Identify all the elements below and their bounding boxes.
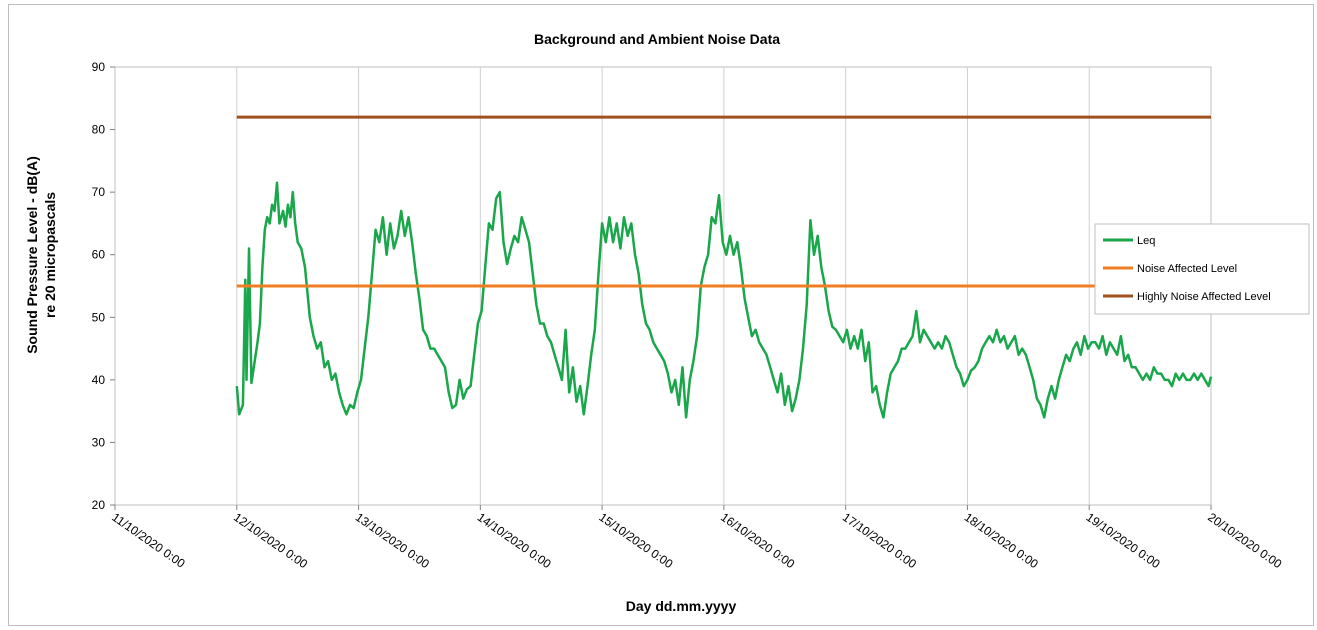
x-tick-label: 12/10/2020 0:00 — [231, 510, 310, 571]
x-tick-label: 18/10/2020 0:00 — [962, 510, 1041, 571]
y-tick-label: 90 — [92, 60, 106, 74]
y-tick-label: 80 — [92, 123, 106, 137]
legend-entry: Highly Noise Affected Level — [1137, 291, 1271, 303]
legend: Leq Noise Affected Level Highly Noise Affe… — [1094, 223, 1310, 315]
chart-frame: Background and Ambient Noise Data Sound … — [8, 4, 1314, 626]
legend-entry: Noise Affected Level — [1137, 263, 1237, 275]
x-tick-label: 19/10/2020 0:00 — [1084, 510, 1163, 571]
series-line-leq — [235, 181, 1213, 419]
y-tick-label: 30 — [92, 435, 106, 449]
x-tick-label: 15/10/2020 0:00 — [596, 510, 675, 571]
x-axis-label: Day dd.mm.yyyy — [626, 598, 737, 614]
x-tick-label: 11/10/2020 0:00 — [109, 510, 188, 571]
x-tick-label: 17/10/2020 0:00 — [840, 510, 919, 571]
y-tick-label: 50 — [92, 310, 106, 324]
x-tick-label: 14/10/2020 0:00 — [475, 510, 554, 571]
y-tick-label: 70 — [92, 185, 106, 199]
legend-entry: Leq — [1137, 235, 1155, 247]
x-tick-label: 20/10/2020 0:00 — [1205, 510, 1284, 571]
y-tick-label: 40 — [92, 373, 106, 387]
y-axis-label-line1: Sound Pressure Level - dB(A) — [24, 156, 40, 354]
x-tick-label: 13/10/2020 0:00 — [353, 510, 432, 571]
y-tick-label: 20 — [92, 498, 106, 512]
chart-svg: Background and Ambient Noise Data Sound … — [24, 31, 1310, 614]
chart-title: Background and Ambient Noise Data — [534, 31, 780, 47]
y-axis-label-line2: re 20 micropascals — [42, 192, 58, 318]
y-tick-label: 60 — [92, 248, 106, 262]
x-tick-label: 16/10/2020 0:00 — [718, 510, 797, 571]
plot-area: 11/10/2020 0:00 12/10/2020 0:00 13/10/2020… — [92, 60, 1285, 571]
